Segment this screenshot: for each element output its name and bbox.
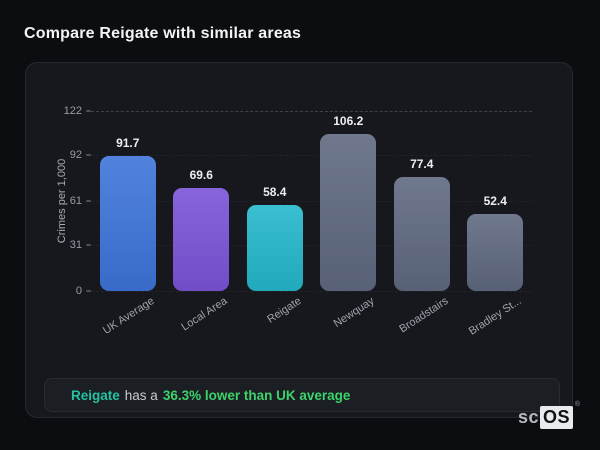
- chart-bar-broadstairs[interactable]: [393, 176, 450, 292]
- bar-value-label: 52.4: [483, 193, 507, 208]
- page-title: Compare Reigate with similar areas: [24, 25, 302, 42]
- y-axis-tick-mark: [86, 154, 91, 157]
- chart-bar-uk-average[interactable]: [99, 155, 156, 292]
- logo-os-box: OS ®: [539, 401, 580, 429]
- x-axis-tick-label-text: Broadstairs: [397, 295, 451, 336]
- bar-value-label: 58.4: [263, 184, 287, 199]
- chart-bar-bradley-st[interactable]: [467, 213, 524, 292]
- gridline: [91, 155, 532, 157]
- chart-card: Crimes per 1,000 122 92 61 31 0 91.7 UK Avera…: [25, 62, 573, 418]
- registered-trademark-icon: ®: [574, 401, 580, 408]
- note-stat-text: 36.3% lower than UK average: [162, 387, 351, 403]
- gridline: [91, 291, 532, 292]
- y-axis-tick: 0: [76, 285, 91, 297]
- y-axis-tick: 92: [70, 149, 91, 161]
- gridline: [91, 245, 532, 247]
- logo-text-os: OS: [542, 407, 570, 427]
- chart-bar-reigate[interactable]: [246, 204, 303, 292]
- bar-value-label: 106.2: [333, 114, 364, 129]
- y-axis-tick-mark: [86, 290, 91, 292]
- chart-bar-newquay[interactable]: [320, 134, 377, 291]
- plot-area: 91.7 UK Average 69.6 Local Area 58.4 Reigate 1…: [91, 111, 532, 338]
- bar-value-label: 91.7: [116, 135, 140, 150]
- note-connector-text: has a: [124, 387, 158, 403]
- y-axis-tick-mark: [86, 244, 91, 247]
- y-axis-tick-mark: [86, 200, 91, 202]
- x-axis-tick-label-text: UK Average: [100, 295, 157, 337]
- y-axis-tick: 31: [70, 239, 91, 251]
- y-axis-tick-mark: [86, 110, 91, 112]
- y-axis-tick-label: 31: [69, 239, 82, 252]
- y-axis-tick-label: 61: [69, 195, 82, 207]
- summary-note: Reigate has a 36.3% lower than UK averag…: [44, 378, 560, 412]
- x-axis-tick-label-text: Newquay: [331, 295, 377, 331]
- bar-value-label: 77.4: [410, 156, 434, 171]
- y-axis-tick: 61: [70, 195, 91, 207]
- note-area-name: Reigate: [71, 387, 120, 403]
- logo-text-sc: sc: [517, 407, 539, 427]
- gridline: [91, 201, 532, 202]
- scos-logo: sc OS ®: [517, 401, 580, 429]
- x-axis-tick-label-text: Bradley St...: [466, 295, 524, 338]
- y-axis-tick: 122: [64, 105, 91, 117]
- y-axis-tick-label: 92: [69, 149, 82, 162]
- gridline: [91, 111, 532, 112]
- y-axis-tick-label: 122: [63, 105, 82, 117]
- y-axis: 122 92 61 31 0: [26, 105, 91, 297]
- bar-value-label: 69.6: [189, 168, 213, 183]
- chart-bar-local-area[interactable]: [173, 188, 230, 291]
- x-axis-tick-label-text: Local Area: [179, 295, 230, 334]
- x-axis-tick-label-text: Reigate: [264, 295, 304, 326]
- y-axis-tick-label: 0: [75, 285, 82, 297]
